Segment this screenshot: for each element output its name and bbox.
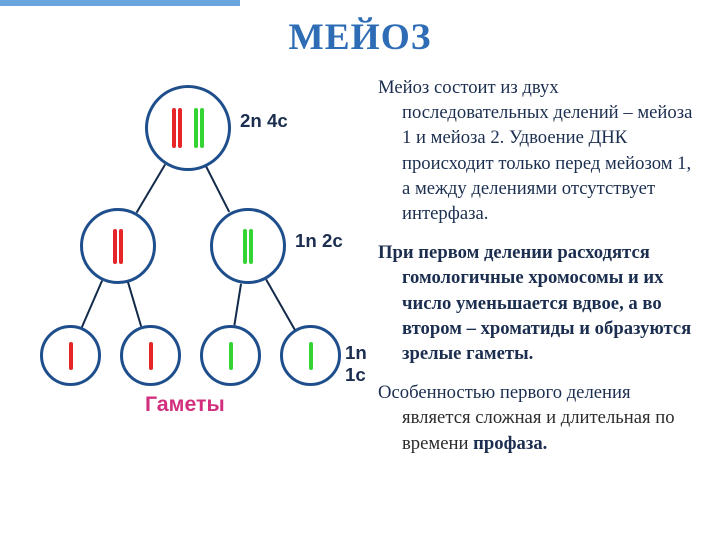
edge	[81, 280, 103, 327]
paragraph-2: При первом делении расходятся гомологичн…	[378, 240, 703, 366]
chromosome-green	[249, 229, 253, 264]
edge	[233, 283, 242, 325]
page-title: МЕЙОЗ	[0, 16, 720, 59]
chromosome-red	[119, 229, 123, 264]
chromosome-green	[194, 108, 198, 148]
paragraph-1: Мейоз состоит из двух последовательных д…	[378, 75, 703, 226]
gametes-label: Гаметы	[145, 392, 225, 417]
chromosome-red	[69, 342, 73, 370]
chromosome-green	[200, 108, 204, 148]
cell-L1	[80, 208, 156, 284]
formula-label: 2n 4c	[240, 110, 288, 132]
cell-RR	[280, 325, 341, 386]
accent-bar	[0, 0, 240, 6]
chromosome-green	[309, 342, 313, 370]
meiosis-diagram: 2n 4c 1n 2c 1n 1c Гаметы	[10, 70, 370, 470]
chromosome-red	[113, 229, 117, 264]
cell-LL	[40, 325, 101, 386]
edge	[206, 166, 231, 213]
slide: МЕЙОЗ 2n 4c 1n 2c 1n 1c Гаметы Мейоз состои…	[0, 0, 720, 540]
paragraph-3: Особенностью первого деления является сл…	[378, 380, 703, 456]
formula-label: 1n 2c	[295, 230, 343, 252]
edge	[136, 164, 166, 213]
body-text: Мейоз состоит из двух последовательных д…	[378, 75, 703, 470]
formula-label: 1n 1c	[345, 342, 370, 386]
edge	[265, 279, 295, 330]
cell-LR	[120, 325, 181, 386]
chromosome-green	[229, 342, 233, 370]
chromosome-red	[172, 108, 176, 148]
cell-root	[145, 85, 231, 171]
chromosome-red	[149, 342, 153, 370]
cell-R1	[210, 208, 286, 284]
cell-RL	[200, 325, 261, 386]
edge	[127, 282, 142, 326]
chromosome-red	[178, 108, 182, 148]
chromosome-green	[243, 229, 247, 264]
